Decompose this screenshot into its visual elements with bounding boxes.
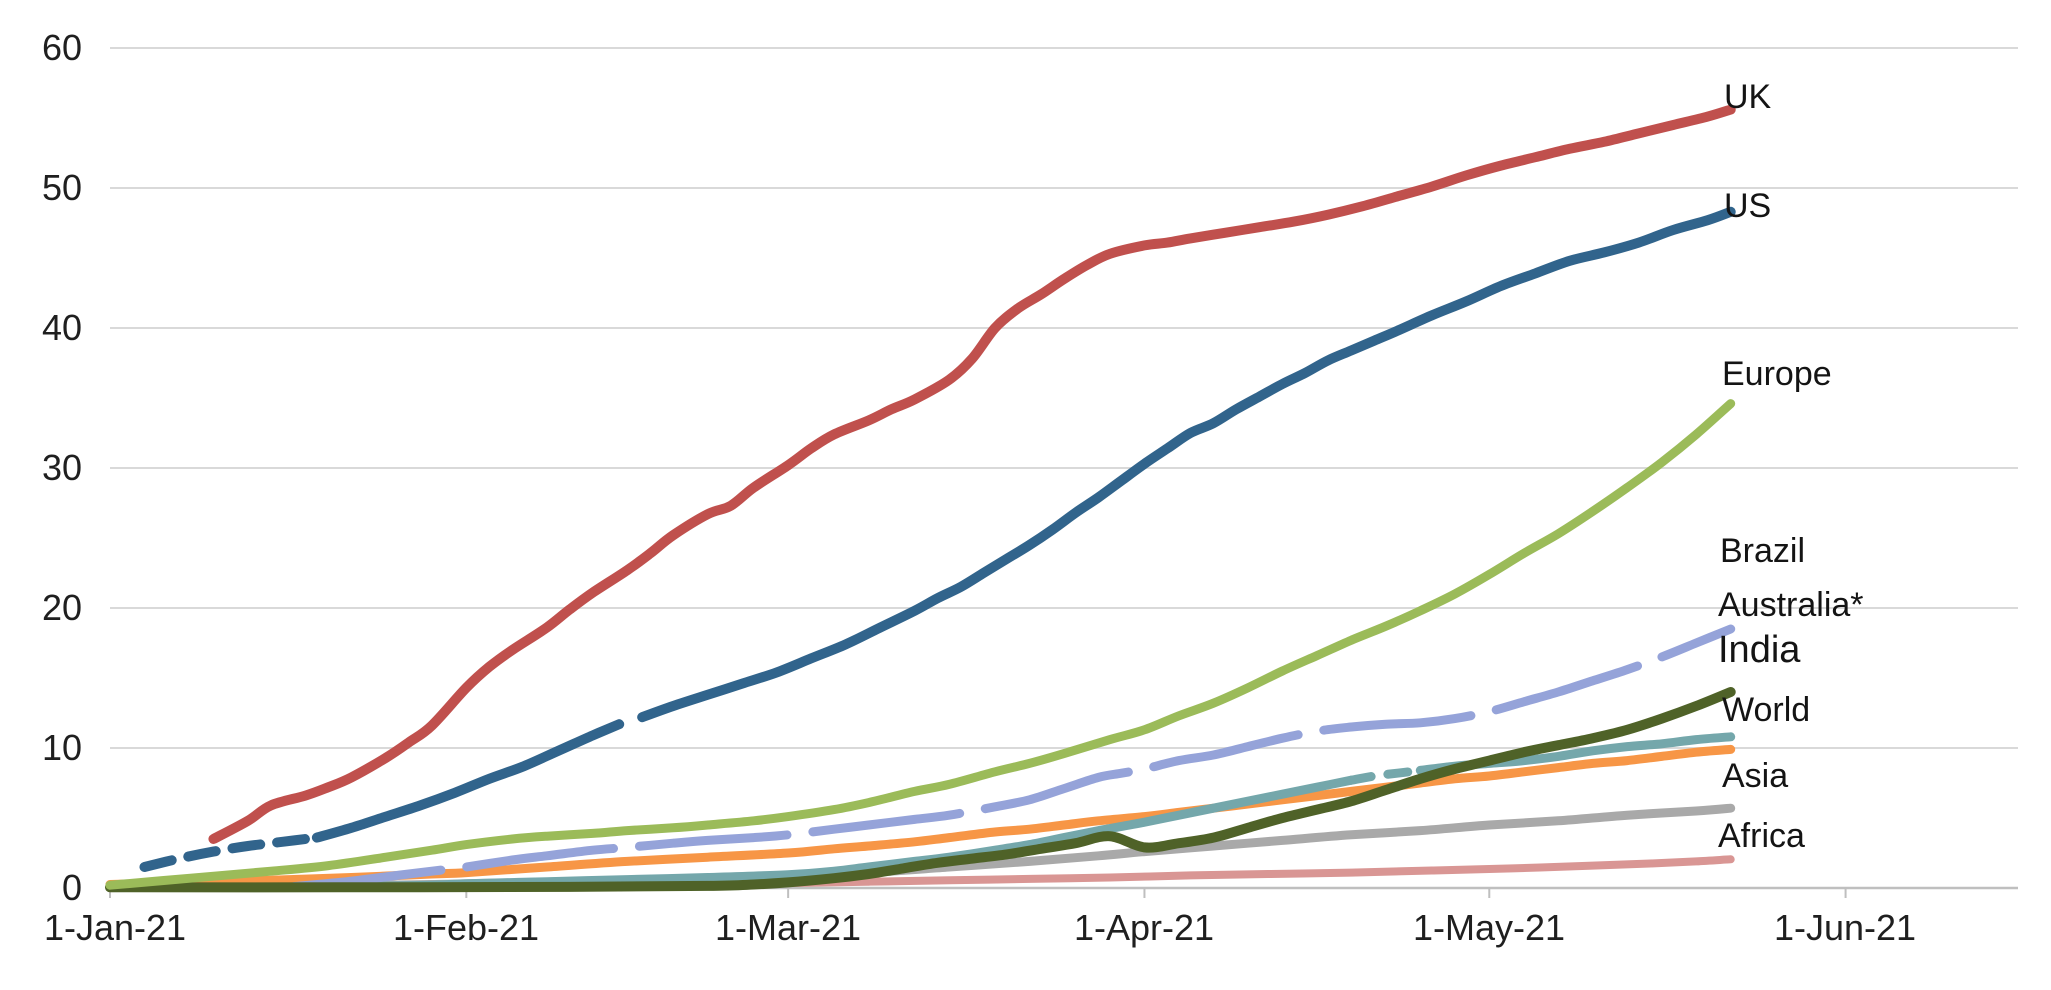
- x-tick-label-apr: 1-Apr-21: [1073, 907, 1215, 948]
- y-tick-label-60: 60: [41, 27, 82, 68]
- x-tick-label-mar: 1-Mar-21: [714, 907, 862, 948]
- series-label-uk: UK: [1724, 78, 1772, 116]
- y-tick-label-0: 0: [61, 867, 82, 908]
- y-tick-label-40: 40: [41, 307, 82, 348]
- series-line-us-seg0: [139, 832, 322, 872]
- series-label-australia: Australia*: [1718, 586, 1864, 624]
- series-label-asia: Asia: [1722, 757, 1789, 795]
- series-line-world: [105, 744, 1736, 889]
- series-label-brazil: Brazil: [1720, 532, 1806, 570]
- y-tick-label-10: 10: [41, 727, 82, 768]
- series-line-india-seg1: [1346, 765, 1425, 785]
- series-label-india: India: [1718, 629, 1801, 671]
- y-tick-label-20: 20: [41, 587, 82, 628]
- series-label-us: US: [1724, 187, 1772, 225]
- series-label-africa: Africa: [1718, 817, 1805, 855]
- x-tick-label-jan: 1-Jan-21: [43, 907, 187, 948]
- x-tick-label-jun: 1-Jun-21: [1773, 907, 1917, 948]
- series-line-australia: [105, 687, 1736, 893]
- series-line-europe: [105, 399, 1736, 890]
- series-line-uk: [208, 104, 1736, 844]
- series-label-europe: Europe: [1722, 355, 1832, 393]
- series-line-us-seg2: [637, 206, 1736, 723]
- y-tick-label-30: 30: [41, 447, 82, 488]
- y-tick-label-50: 50: [41, 167, 82, 208]
- series-line-us-seg1: [311, 719, 625, 843]
- series-line-brazil: [289, 624, 1736, 892]
- x-tick-label-may: 1-May-21: [1412, 907, 1566, 948]
- series-label-world: World: [1722, 691, 1811, 729]
- x-tick-label-feb: 1-Feb-21: [392, 907, 540, 948]
